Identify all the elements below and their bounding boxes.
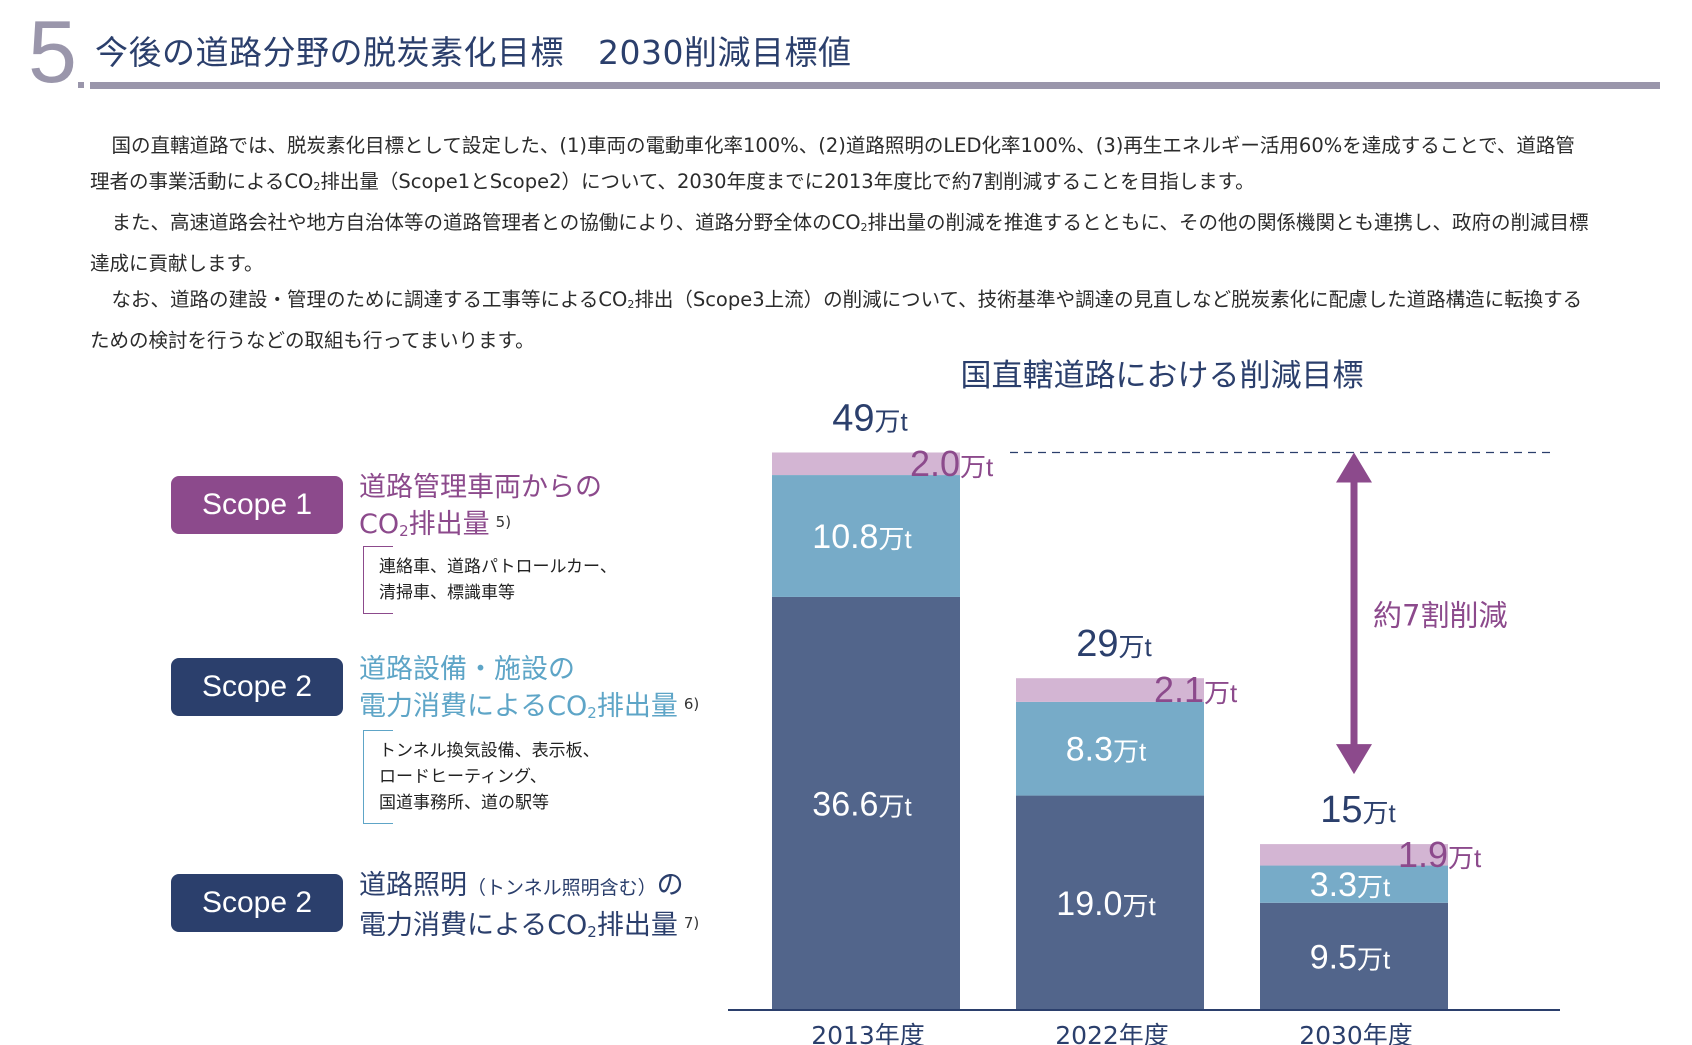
scope2-facilities-detail: トンネル換気設備、表示板、 ロードヒーティング、 国道事務所、道の駅等 [363,730,639,824]
bar-segment-2022年度-0 [1016,795,1204,1010]
scope2-badge: Scope 2 [171,874,343,932]
reduction-arrow [1336,452,1372,775]
reduction-annotation: 約7割削減 [1373,598,1507,632]
paragraph-3: なお、道路の建設・管理のために調達する工事等によるCO2排出（Scope3上流）… [90,288,1583,352]
scope1-value-label: 2.1万t [1154,669,1238,710]
x-tick-label: 2030年度 [1299,1021,1413,1045]
bar-segment-2030年度-0 [1260,902,1448,1010]
section-number: 5 [28,2,77,101]
paragraph-2: また、高速道路会社や地方自治体等の道路管理者との協働により、道路分野全体のCO2… [90,211,1589,275]
section-rule [90,82,1660,89]
bar-segment-2030年度-1 [1260,865,1448,903]
bar-segment-2022年度-2 [1016,678,1204,702]
x-tick-label: 2022年度 [1055,1021,1169,1045]
scope1-value-label: 1.9万t [1398,834,1482,875]
scope1-badge: Scope 1 [171,476,343,534]
arrow-head-down [1336,744,1372,775]
title-main: 今後の道路分野の脱炭素化目標 [95,33,564,72]
scope2-facilities-heading: 道路設備・施設の 電力消費によるCO2排出量 6) [359,654,700,722]
title-sub: 2030削減目標値 [598,33,852,72]
paragraph-1: 国の直轄道路では、脱炭素化目標として設定した、(1)車両の電動車化率100%、(… [90,134,1575,193]
bar-segment-2013年度-0 [772,596,960,1010]
x-tick-label: 2013年度 [811,1021,925,1045]
total-label: 49万t [832,397,908,439]
segment-label: 9.5万t [1310,938,1391,976]
bar-segment-2013年度-1 [772,475,960,597]
arrow-head-up [1336,452,1372,483]
body-text: 国の直轄道路では、脱炭素化目標として設定した、(1)車両の電動車化率100%、(… [90,128,1590,359]
scope2-lighting-heading: 道路照明（トンネル照明含む）の 電力消費によるCO2排出量 7) [359,870,700,941]
page-title: 今後の道路分野の脱炭素化目標 2030削減目標値 [95,26,851,74]
bar-segment-2030年度-2 [1260,844,1448,866]
segment-label: 36.6万t [812,785,912,823]
segment-label: 10.8万t [812,518,912,556]
scope1-heading: 道路管理車両からの CO2排出量 5) [359,472,602,540]
bar-segment-2022年度-1 [1016,701,1204,796]
bar-segment-2013年度-2 [772,452,960,476]
total-label: 15万t [1320,789,1396,831]
section-dot [78,82,84,88]
scope1-value-label: 2.0万t [910,443,994,484]
segment-label: 3.3万t [1310,866,1391,904]
total-label: 29万t [1076,623,1152,665]
scope1-detail: 連絡車、道路パトロールカー、 清掃車、標識車等 [363,546,639,614]
segment-label: 8.3万t [1066,731,1147,769]
scope2-badge: Scope 2 [171,658,343,716]
segment-label: 19.0万t [1056,885,1156,923]
chart-title: 国直轄道路における削減目標 [961,358,1364,394]
